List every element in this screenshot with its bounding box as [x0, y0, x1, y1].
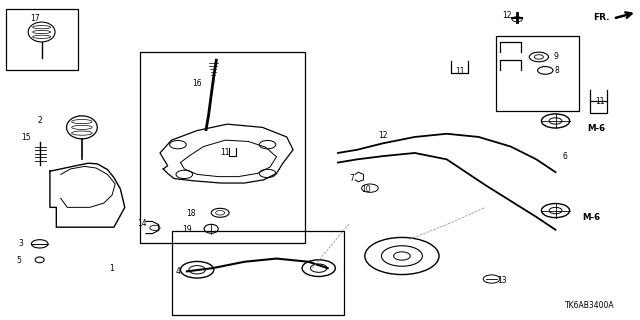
Text: 11: 11	[221, 148, 230, 157]
Text: 17: 17	[30, 14, 40, 23]
Text: 12: 12	[502, 11, 511, 20]
Text: 18: 18	[186, 209, 195, 218]
Text: 1: 1	[109, 264, 115, 273]
Text: 12: 12	[378, 131, 387, 140]
Bar	[140, 52, 305, 243]
Text: 11: 11	[596, 97, 605, 106]
Text: 4: 4	[175, 267, 180, 276]
Text: TK6AB3400A: TK6AB3400A	[564, 301, 614, 310]
Bar	[6, 9, 78, 70]
Text: 7: 7	[349, 174, 355, 183]
Text: 13: 13	[497, 276, 508, 285]
Text: 6: 6	[562, 152, 567, 161]
Text: 2: 2	[37, 116, 42, 124]
Bar	[172, 231, 344, 315]
Text: FR.: FR.	[593, 13, 609, 22]
Text: 5: 5	[17, 256, 22, 265]
Text: 10: 10	[361, 185, 371, 194]
Text: 9: 9	[553, 52, 558, 61]
Text: 16: 16	[192, 79, 202, 88]
Text: 8: 8	[554, 66, 559, 75]
Text: 11: 11	[455, 67, 464, 76]
Text: 3: 3	[18, 239, 23, 248]
Text: 14: 14	[137, 219, 147, 228]
Text: M-6: M-6	[582, 213, 600, 222]
Text: 19: 19	[182, 225, 192, 234]
Text: M-6: M-6	[588, 124, 605, 132]
Text: 15: 15	[20, 133, 31, 142]
Bar	[496, 36, 579, 111]
